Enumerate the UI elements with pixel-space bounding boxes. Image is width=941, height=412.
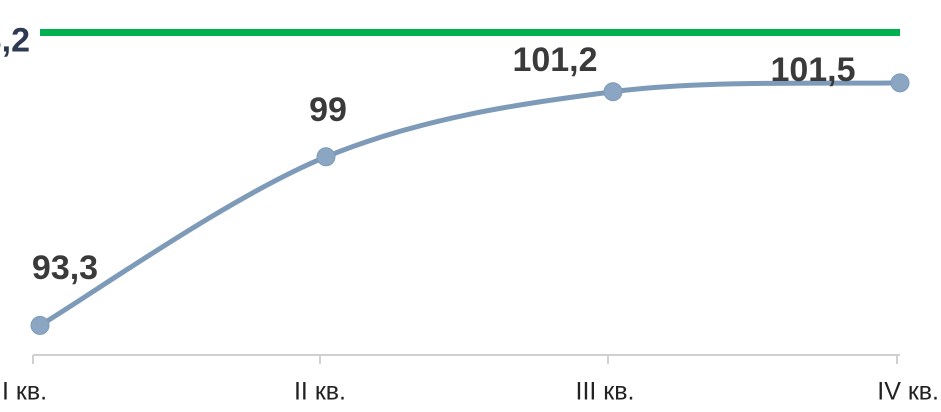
- data-label: 101,5: [770, 51, 855, 89]
- line: [38, 80, 901, 328]
- marker: [603, 82, 623, 102]
- x-tick-label: III кв.: [576, 378, 635, 406]
- data-label: 93,3: [32, 249, 98, 287]
- x-tick-label: I кв.: [2, 378, 47, 406]
- x-tick-label: II кв.: [294, 378, 346, 406]
- data-label: 99: [309, 91, 347, 129]
- target-label: 103,2: [0, 22, 30, 60]
- marker: [890, 73, 910, 93]
- marker: [30, 315, 50, 335]
- marker: [316, 147, 336, 167]
- data-label: 101,2: [512, 41, 597, 79]
- x-tick-label: IV кв.: [877, 378, 939, 406]
